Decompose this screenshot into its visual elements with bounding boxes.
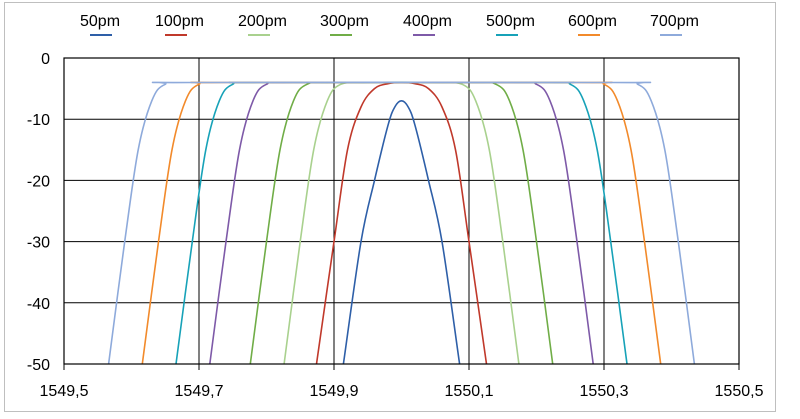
x-tick-label: 1550,3 <box>580 383 629 400</box>
x-tick-label: 1550,1 <box>445 383 494 400</box>
x-tick-label: 1550,5 <box>715 383 764 400</box>
legend-label-200pm: 200pm <box>238 13 287 30</box>
series-line-400pm <box>209 81 594 365</box>
x-tick-label: 1549,5 <box>40 383 89 400</box>
y-tick-label: -40 <box>27 296 50 313</box>
gridlines <box>63 57 740 365</box>
series-line-500pm <box>175 81 628 365</box>
legend-label-700pm: 700pm <box>650 13 699 30</box>
y-tick-label: -30 <box>27 235 50 252</box>
series-line-700pm <box>107 81 696 365</box>
x-axis-ticks: 1549,5 1549,7 1549,9 1550,1 1550,3 1550,5 <box>40 364 764 400</box>
plot-area-border <box>63 57 740 365</box>
legend-label-500pm: 500pm <box>486 13 535 30</box>
y-tick-label: 0 <box>41 51 50 68</box>
y-tick-label: -10 <box>27 112 50 129</box>
legend-label-400pm: 400pm <box>403 13 452 30</box>
x-tick-label: 1549,7 <box>175 383 224 400</box>
y-tick-label: -20 <box>27 173 50 190</box>
x-tick-label: 1549,9 <box>310 383 359 400</box>
legend-label-100pm: 100pm <box>155 13 204 30</box>
legend-label-50pm: 50pm <box>80 13 120 30</box>
legend: 50pm 100pm 200pm 300pm 400pm 500pm 600pm 700pm <box>80 13 699 36</box>
series-line-300pm <box>249 81 554 365</box>
y-axis-ticks: 0 -10 -20 -30 -40 -50 <box>27 51 50 374</box>
chart-frame <box>4 2 776 412</box>
series-line-600pm <box>141 81 662 365</box>
series-line-200pm <box>283 81 520 365</box>
legend-label-300pm: 300pm <box>320 13 369 30</box>
y-tick-label: -50 <box>27 357 50 374</box>
series-line-50pm <box>342 99 461 365</box>
series-lines <box>107 81 696 365</box>
series-line-100pm <box>315 81 488 365</box>
legend-label-600pm: 600pm <box>568 13 617 30</box>
